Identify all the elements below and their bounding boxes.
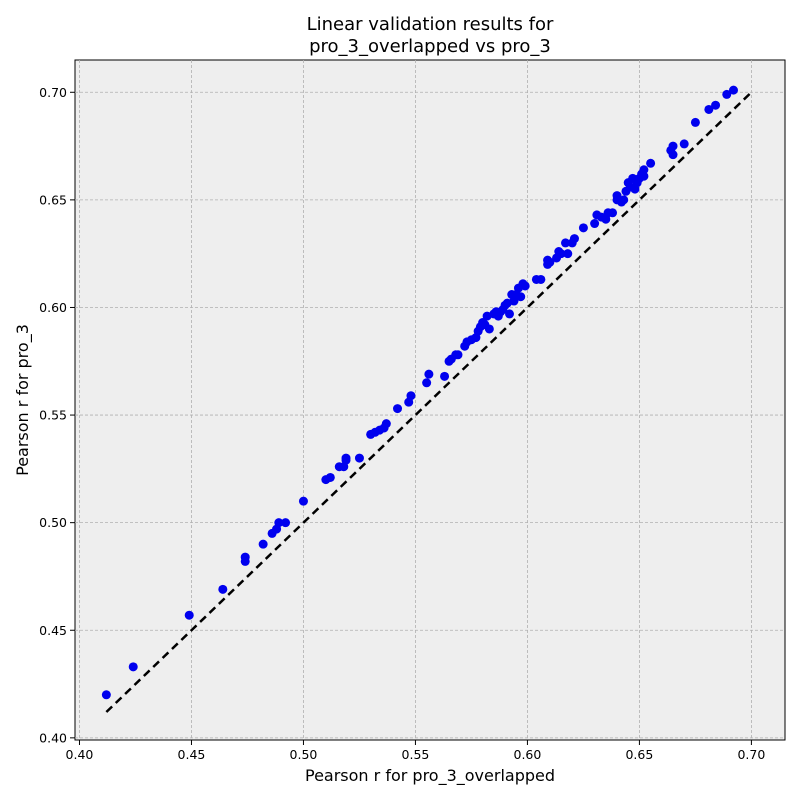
data-point xyxy=(274,518,284,528)
data-point xyxy=(561,238,571,248)
data-point xyxy=(639,171,649,181)
data-point xyxy=(668,150,678,160)
data-point xyxy=(281,518,291,528)
data-point xyxy=(590,219,600,229)
data-point xyxy=(218,584,228,594)
grid-lines xyxy=(75,60,785,740)
data-point xyxy=(536,274,546,284)
x-axis-ticks: 0.40 0.45 0.50 0.55 0.60 0.65 0.70 xyxy=(66,740,765,762)
chart-title-line-1: Linear validation results for xyxy=(307,14,554,35)
data-point xyxy=(668,141,678,151)
y-tick-label: 0.65 xyxy=(39,192,67,207)
data-point xyxy=(393,404,403,414)
data-point xyxy=(690,117,700,127)
data-point xyxy=(569,234,579,244)
y-tick-label: 0.45 xyxy=(39,623,67,638)
data-point xyxy=(545,257,555,267)
data-point xyxy=(440,371,450,381)
data-point xyxy=(679,139,689,149)
data-point xyxy=(608,208,618,218)
data-point xyxy=(728,85,738,95)
data-point xyxy=(563,249,573,259)
y-axis-label: Pearson r for pro_3 xyxy=(13,324,33,476)
chart-title-line-2: pro_3_overlapped vs pro_3 xyxy=(309,36,551,57)
data-point xyxy=(258,539,268,549)
data-point xyxy=(711,100,721,110)
data-point xyxy=(578,223,588,233)
data-point xyxy=(520,281,530,291)
x-tick-label: 0.50 xyxy=(290,747,318,762)
data-point xyxy=(556,249,566,259)
y-tick-label: 0.50 xyxy=(39,515,67,530)
data-point xyxy=(354,453,364,463)
x-tick-label: 0.45 xyxy=(178,747,206,762)
data-point xyxy=(424,369,434,379)
data-point xyxy=(505,309,515,319)
data-point xyxy=(704,104,714,114)
data-point xyxy=(341,453,351,463)
data-point xyxy=(128,662,138,672)
data-point xyxy=(298,496,308,506)
data-point xyxy=(619,195,629,205)
data-point xyxy=(381,419,391,429)
data-point xyxy=(101,690,111,700)
data-point xyxy=(453,350,463,360)
x-tick-label: 0.65 xyxy=(625,747,653,762)
data-point xyxy=(406,391,416,401)
data-point xyxy=(639,165,649,175)
x-tick-label: 0.60 xyxy=(514,747,542,762)
identity-reference-line xyxy=(105,91,753,713)
x-tick-label: 0.40 xyxy=(66,747,94,762)
data-point xyxy=(325,472,335,482)
data-point xyxy=(516,292,526,302)
x-axis-label: Pearson r for pro_3_overlapped xyxy=(305,766,555,786)
data-point xyxy=(240,552,250,562)
y-tick-label: 0.60 xyxy=(39,300,67,315)
data-point xyxy=(184,610,194,620)
y-axis-ticks: 0.40 0.45 0.50 0.55 0.60 0.65 0.70 xyxy=(39,85,75,745)
data-point xyxy=(484,324,494,334)
data-point xyxy=(722,89,732,99)
x-tick-label: 0.70 xyxy=(737,747,765,762)
y-tick-label: 0.55 xyxy=(39,408,67,423)
y-tick-label: 0.40 xyxy=(39,730,67,745)
reference-line-group xyxy=(105,91,753,713)
data-point xyxy=(646,158,656,168)
y-tick-label: 0.70 xyxy=(39,85,67,100)
x-tick-label: 0.55 xyxy=(402,747,430,762)
data-point xyxy=(612,191,622,201)
data-points xyxy=(101,85,738,700)
data-point xyxy=(422,378,432,388)
